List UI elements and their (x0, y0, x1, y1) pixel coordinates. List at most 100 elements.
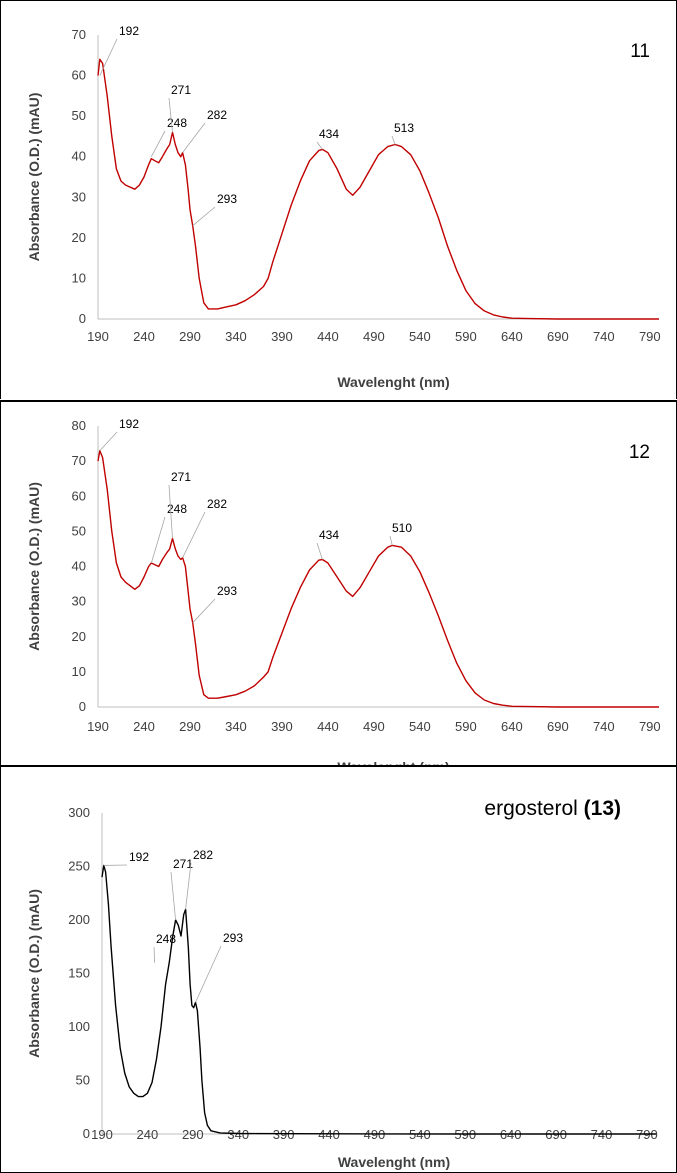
y-tick-label: 60 (72, 68, 86, 83)
x-tick-label: 540 (409, 329, 431, 344)
y-tick-label: 150 (68, 966, 90, 981)
peak-label: 192 (119, 24, 139, 38)
x-tick-label: 340 (225, 329, 247, 344)
chart-panel-ergosterol: 0 50 100 150 200 250 300 190 240 290 340 390 440 490 5… (0, 765, 677, 1173)
x-axis-title: Wavelenght (nm) (337, 374, 449, 390)
annotation-leader (150, 130, 166, 157)
peak-label: 271 (171, 83, 191, 97)
annotation-leader (389, 535, 393, 546)
x-tick-label: 240 (133, 329, 155, 344)
series-line (97, 449, 659, 708)
peak-label: 248 (167, 502, 187, 516)
x-tick-label: 390 (271, 329, 293, 344)
annotation-leader (192, 206, 216, 226)
y-tick-label: 50 (72, 523, 86, 538)
absorbance-chart-11: 0 10 20 30 40 50 60 70 190 240 290 340 390 440 490 540 5… (26, 24, 661, 390)
y-tick-label: 60 (72, 488, 86, 503)
y-tick-label: 80 (72, 418, 86, 433)
x-tick-label: 690 (547, 719, 569, 734)
chart-compound-label: 11 (630, 41, 650, 62)
peak-label: 513 (394, 121, 414, 135)
annotation-leader (168, 484, 173, 539)
y-tick-label: 70 (72, 27, 86, 42)
y-tick-label: 20 (72, 629, 86, 644)
y-tick-label: 100 (68, 1019, 90, 1034)
annotation-leader (153, 946, 156, 963)
annotation-leader (182, 122, 206, 153)
y-tick-label: 40 (72, 559, 86, 574)
x-tick-label: 640 (501, 719, 523, 734)
chart-panel-11: 0 10 20 30 40 50 60 70 190 240 290 340 390 440 490 540 5… (0, 0, 677, 399)
peak-label: 271 (173, 857, 193, 871)
annotation-leader (391, 135, 396, 145)
peak-label: 510 (392, 521, 412, 535)
y-tick-label: 300 (68, 805, 90, 820)
x-tick-label: 690 (547, 329, 569, 344)
y-tick-label: 70 (72, 453, 86, 468)
y-tick-label: 0 (83, 1126, 90, 1141)
x-tick-label: 190 (87, 719, 109, 734)
peak-label: 248 (156, 932, 176, 946)
y-tick-label: 50 (72, 108, 86, 123)
chart-compound-label: ergosterol (13) (484, 797, 621, 820)
peak-label: 282 (193, 848, 213, 862)
x-tick-label: 640 (501, 329, 523, 344)
x-tick-label: 190 (91, 1127, 113, 1142)
peak-label: 248 (167, 116, 187, 130)
x-tick-label: 240 (137, 1127, 159, 1142)
y-tick-label: 0 (79, 699, 86, 714)
chart-panel-12: 0 10 20 30 40 50 60 70 80 190 240 290 340 390 440 490 54… (0, 400, 677, 765)
x-tick-label: 290 (179, 329, 201, 344)
y-tick-label: 40 (72, 149, 86, 164)
annotation-leader (150, 516, 166, 564)
series-line (101, 864, 656, 1135)
peak-label: 434 (319, 528, 339, 542)
y-tick-label: 50 (76, 1073, 90, 1088)
x-tick-label: 790 (639, 329, 661, 344)
x-tick-label: 590 (455, 719, 477, 734)
annotation-leader (192, 598, 216, 623)
x-tick-label: 440 (317, 719, 339, 734)
annotation-leader (170, 871, 176, 921)
annotation-leader (185, 862, 192, 910)
x-tick-label: 340 (227, 1127, 249, 1142)
y-axis-title: Absorbance (O.D.) (mAU) (26, 482, 42, 651)
x-tick-label: 490 (363, 329, 385, 344)
absorbance-chart-12: 0 10 20 30 40 50 60 70 80 190 240 290 340 390 440 490 54… (26, 417, 661, 765)
x-tick-label: 240 (133, 719, 155, 734)
y-tick-label: 10 (72, 664, 86, 679)
annotation-leader (316, 141, 323, 150)
annotation-leader (316, 542, 323, 560)
peak-label: 282 (207, 108, 227, 122)
y-axis-title: Absorbance (O.D.) (mAU) (26, 889, 42, 1058)
x-tick-label: 590 (455, 329, 477, 344)
x-tick-label: 540 (409, 719, 431, 734)
x-tick-label: 490 (363, 719, 385, 734)
peak-label: 293 (217, 192, 237, 206)
peak-label: 293 (217, 584, 237, 598)
chart-compound-label: 12 (628, 442, 650, 463)
x-tick-label: 440 (318, 1127, 340, 1142)
x-axis-title: Wavelenght (nm) (338, 1154, 450, 1170)
peak-label: 192 (119, 417, 139, 431)
x-tick-label: 790 (639, 719, 661, 734)
y-tick-label: 250 (68, 859, 90, 874)
x-tick-label: 390 (271, 719, 293, 734)
peak-label: 293 (223, 931, 243, 945)
y-tick-label: 0 (79, 311, 86, 326)
x-tick-label: 190 (87, 329, 109, 344)
x-tick-label: 340 (225, 719, 247, 734)
x-tick-label: 440 (317, 329, 339, 344)
annotation-leader (99, 431, 118, 451)
peak-label: 192 (129, 850, 149, 864)
x-axis-title: Wavelenght (nm) (337, 759, 449, 765)
x-tick-label: 390 (273, 1127, 295, 1142)
peak-label: 282 (207, 497, 227, 511)
series-line (97, 58, 659, 320)
peak-label: 271 (171, 470, 191, 484)
x-tick-label: 740 (593, 329, 615, 344)
x-tick-label: 290 (182, 1127, 204, 1142)
peak-label: 434 (319, 127, 339, 141)
annotation-leader (182, 511, 206, 558)
